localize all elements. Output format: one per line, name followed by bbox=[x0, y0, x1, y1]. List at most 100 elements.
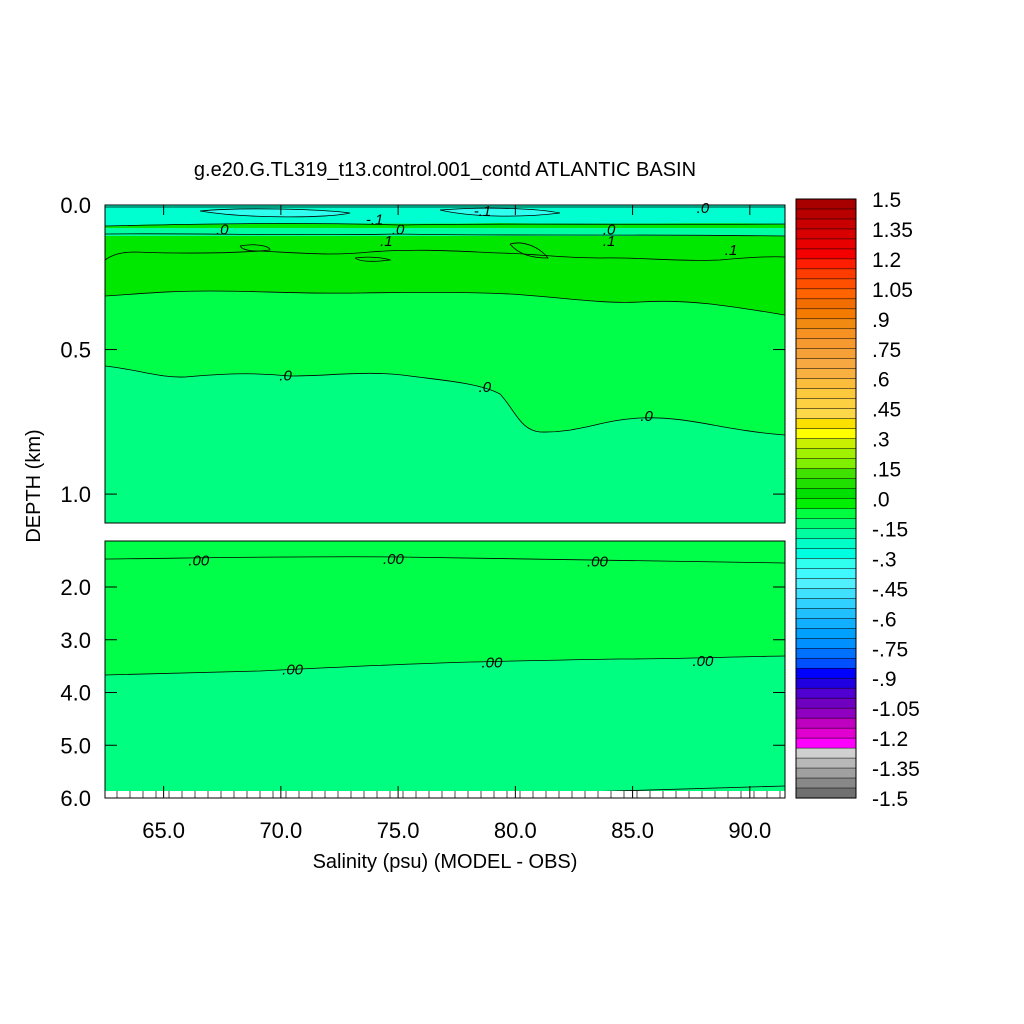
lower-bottom-mask bbox=[105, 791, 785, 798]
colorbar-swatch bbox=[795, 747, 857, 759]
colorbar-swatch bbox=[795, 608, 857, 619]
x-axis-label: Salinity (psu) (MODEL - OBS) bbox=[313, 851, 578, 873]
upper-y-tick-label: 0.0 bbox=[60, 193, 91, 218]
colorbar-label: -1.35 bbox=[872, 758, 920, 781]
upper-contour-label: .0 bbox=[603, 222, 616, 239]
colorbar-label: -.15 bbox=[872, 518, 908, 541]
upper-contour-label: .0 bbox=[216, 222, 229, 239]
colorbar-label: -1.2 bbox=[872, 728, 908, 751]
upper-surface-band bbox=[105, 205, 785, 226]
colorbar-label: 1.05 bbox=[872, 279, 913, 302]
colorbar-label: .6 bbox=[872, 369, 890, 392]
colorbar-label: -.9 bbox=[872, 668, 897, 691]
colorbar-swatch bbox=[795, 687, 857, 699]
upper-contour-label: .1 bbox=[725, 242, 738, 259]
lower-contour-label: .00 bbox=[693, 653, 715, 670]
upper-contour-line bbox=[239, 244, 271, 252]
colorbar-swatch bbox=[795, 238, 857, 250]
colorbar-swatch bbox=[795, 568, 857, 579]
colorbar-swatch bbox=[795, 288, 857, 300]
colorbar-swatch bbox=[795, 338, 857, 350]
colorbar-swatch bbox=[795, 318, 857, 330]
colorbar-label: .15 bbox=[872, 459, 901, 482]
colorbar-swatch bbox=[795, 348, 857, 360]
colorbar-swatch bbox=[795, 697, 857, 709]
colorbar-swatch bbox=[795, 757, 857, 769]
colorbar-label: .0 bbox=[872, 489, 890, 512]
colorbar-frame bbox=[795, 198, 857, 799]
upper-deep-region bbox=[105, 366, 785, 523]
colorbar-swatch bbox=[795, 558, 857, 569]
colorbar-label: -.3 bbox=[872, 548, 897, 571]
colorbar-label: .3 bbox=[872, 429, 890, 452]
colorbar-label: .9 bbox=[872, 309, 890, 332]
x-tick-label: 80.0 bbox=[494, 818, 537, 843]
colorbar-label: -.45 bbox=[872, 578, 908, 601]
lower-contour-line bbox=[104, 655, 786, 676]
upper-contour-label: .1 bbox=[603, 233, 616, 250]
colorbar-swatch bbox=[795, 218, 857, 230]
colorbar-swatch bbox=[795, 358, 857, 370]
lower-y-tick-label: 2.0 bbox=[60, 575, 91, 600]
colorbar-label: -.75 bbox=[872, 638, 908, 661]
colorbar-swatch bbox=[795, 628, 857, 639]
x-tick-label: 70.0 bbox=[259, 818, 302, 843]
colorbar-swatch bbox=[795, 618, 857, 629]
colorbar-swatch bbox=[795, 638, 857, 649]
upper-contour-label: .0 bbox=[697, 200, 710, 217]
lower-contour-label: .00 bbox=[282, 661, 304, 678]
upper-contour-label: -.1 bbox=[366, 211, 384, 228]
colorbar-swatch bbox=[795, 208, 857, 220]
colorbar-swatch bbox=[795, 378, 857, 390]
x-tick-label: 90.0 bbox=[728, 818, 771, 843]
colorbar-swatch bbox=[795, 777, 857, 789]
colorbar-swatch bbox=[795, 508, 857, 520]
colorbar-swatch bbox=[795, 727, 857, 739]
colorbar-label: .45 bbox=[872, 399, 901, 422]
x-axis: 65.0 70.0 75.0 80.0 85.0 90.0 bbox=[142, 205, 771, 843]
colorbar-label: -.6 bbox=[872, 608, 897, 631]
upper-contour-label: -.1 bbox=[474, 203, 492, 220]
colorbar-swatch bbox=[795, 787, 857, 799]
colorbar-swatch bbox=[795, 528, 857, 539]
colorbar-swatch bbox=[795, 328, 857, 340]
colorbar-swatch bbox=[795, 667, 857, 679]
upper-contour-line bbox=[104, 290, 786, 316]
colorbar-label: 1.5 bbox=[872, 189, 901, 212]
upper-y-tick-label: 1.0 bbox=[60, 482, 91, 507]
colorbar-swatch bbox=[795, 458, 857, 470]
lower-contour-label: .00 bbox=[587, 554, 609, 571]
upper-contour-label: .0 bbox=[279, 368, 292, 385]
colorbar-swatch bbox=[795, 308, 857, 320]
upper-contour-line bbox=[439, 207, 561, 217]
upper-contour-line bbox=[104, 249, 786, 261]
colorbar-swatch bbox=[795, 418, 857, 430]
upper-contour-line bbox=[104, 365, 786, 436]
colorbar-swatch bbox=[795, 538, 857, 549]
x-tick-label: 75.0 bbox=[377, 818, 420, 843]
colorbar-swatch bbox=[795, 707, 857, 719]
colorbar-swatch bbox=[795, 588, 857, 599]
colorbar-swatch bbox=[795, 298, 857, 310]
upper-contour-label: .0 bbox=[640, 408, 653, 425]
upper-panel: 0.00.51.0-.1-.1.0.0.0.0.1.1.1.0.0.0 bbox=[60, 193, 786, 524]
colorbar-swatch bbox=[795, 438, 857, 450]
colorbar-label: .75 bbox=[872, 339, 901, 362]
upper-contour-line bbox=[354, 256, 392, 262]
colorbar: 1.5 1.35 1.2 1.05 .9 .75 .6 .45 .3 .15 .0 -.15 -.3 -.… bbox=[795, 189, 920, 811]
colorbar-swatch bbox=[795, 488, 857, 500]
colorbar-swatch bbox=[795, 478, 857, 490]
upper-surface-minimum bbox=[200, 208, 560, 217]
lower-frame bbox=[104, 540, 786, 799]
colorbar-swatch bbox=[795, 468, 857, 480]
lower-y-tick-label: 4.0 bbox=[60, 681, 91, 706]
upper-intermediate-region bbox=[105, 291, 785, 435]
x-tick-label: 85.0 bbox=[611, 818, 654, 843]
lower-contour-label: .00 bbox=[383, 551, 405, 568]
upper-transition-band bbox=[105, 228, 785, 236]
colorbar-label: 1.2 bbox=[872, 249, 901, 272]
colorbar-swatch bbox=[795, 368, 857, 380]
colorbar-swatch bbox=[795, 248, 857, 260]
colorbar-swatch bbox=[795, 717, 857, 729]
